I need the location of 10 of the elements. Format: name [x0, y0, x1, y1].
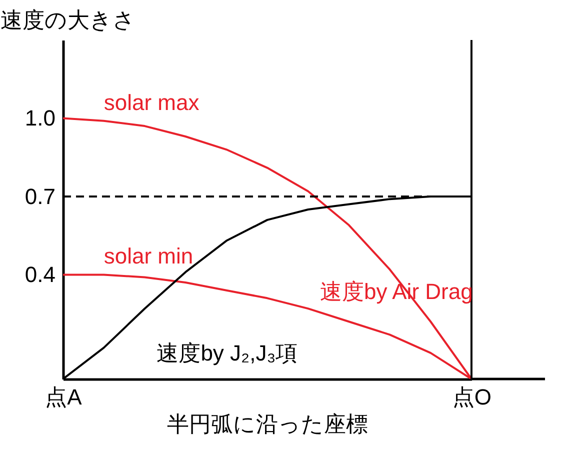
y-tick-label: 0.4: [24, 262, 56, 288]
series-label: 速度by J₂,J₃項: [156, 340, 298, 366]
x-tick-label: 点O: [452, 384, 492, 410]
y-tick-label: 1.0: [24, 106, 56, 131]
series-label: solar min: [104, 244, 194, 269]
y-tick-label: 0.7: [24, 184, 56, 209]
series-label: solar max: [104, 90, 200, 115]
y-axis-title: 速度の大きさ: [0, 8, 136, 32]
x-tick-label: 点A: [45, 384, 82, 410]
x-axis-title: 半円弧に沿った座標: [167, 412, 368, 436]
